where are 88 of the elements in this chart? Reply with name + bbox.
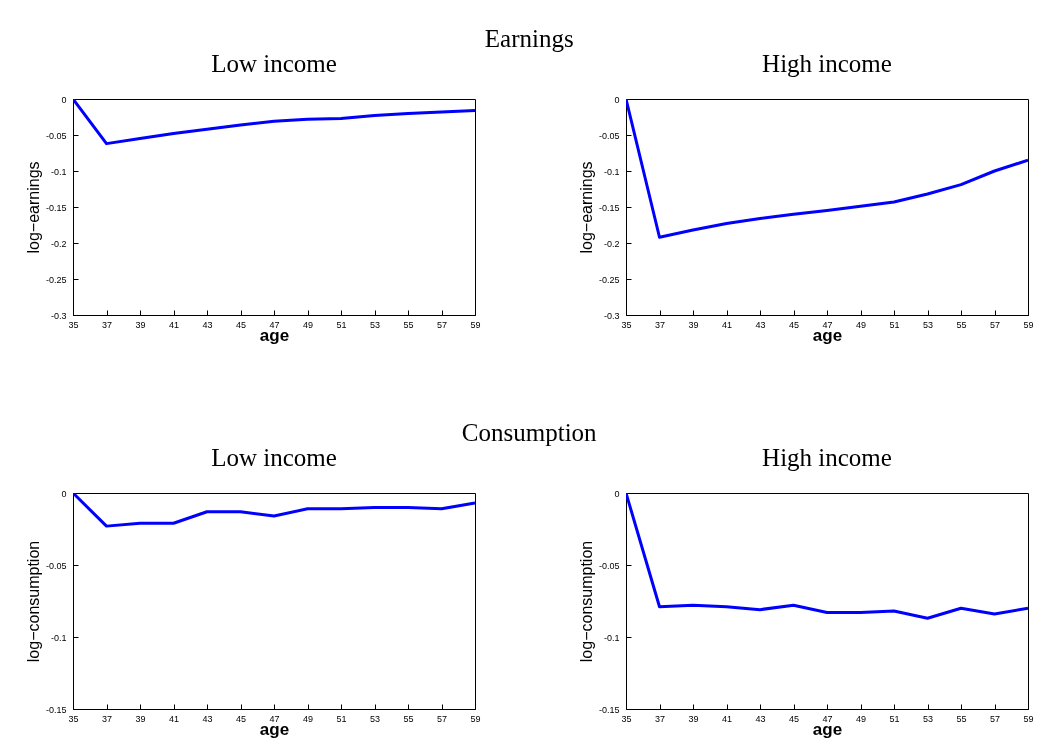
x-tick-label: 41 xyxy=(721,319,733,330)
x-tick-label: 49 xyxy=(302,713,314,724)
x-tick-label: 41 xyxy=(168,319,180,330)
y-tick-label: -0.3 xyxy=(603,310,620,321)
x-tick-label: 47 xyxy=(822,319,833,330)
x-tick-label: 45 xyxy=(235,713,247,724)
x-tick-label: 53 xyxy=(922,713,934,724)
x-tick-label: 45 xyxy=(788,713,800,724)
y-axis-title: log−consumption xyxy=(24,540,42,663)
y-tick-label: -0.25 xyxy=(598,274,620,285)
x-tick-label: 41 xyxy=(721,713,733,724)
x-tick-label: 53 xyxy=(369,319,381,330)
y-tick-label: -0.1 xyxy=(50,166,67,177)
x-tick-label: 39 xyxy=(135,713,146,724)
x-tick-label: 57 xyxy=(436,713,448,724)
x-tick-label: 57 xyxy=(989,319,1001,330)
x-tick-label: 37 xyxy=(101,713,113,724)
x-tick-label: 55 xyxy=(956,319,967,330)
x-tick-label: 35 xyxy=(621,713,632,724)
y-tick-label: -0.15 xyxy=(598,202,620,213)
y-axis-title: log−earnings xyxy=(577,161,595,254)
x-tick-label: 47 xyxy=(269,319,280,330)
x-tick-label: 49 xyxy=(302,319,314,330)
y-tick-label: -0.05 xyxy=(598,560,620,571)
text: Earnings xyxy=(484,24,574,52)
x-tick-label: 39 xyxy=(688,319,699,330)
x-tick-label: 55 xyxy=(403,713,414,724)
x-tick-label: 55 xyxy=(956,713,967,724)
y-tick-label: -0.2 xyxy=(50,238,67,249)
line-series xyxy=(626,99,1028,239)
y-tick-label: -0.1 xyxy=(50,632,67,643)
x-tick-label: 51 xyxy=(889,713,900,724)
x-tick-label: 59 xyxy=(1023,713,1034,724)
x-tick-label: 37 xyxy=(654,713,666,724)
x-tick-label: 45 xyxy=(788,319,800,330)
y-tick-label: 0 xyxy=(614,488,620,499)
y-tick-label: -0.05 xyxy=(598,130,620,141)
y-tick-label: -0.05 xyxy=(45,560,67,571)
y-tick-label: -0.3 xyxy=(50,310,67,321)
y-tick-label: -0.1 xyxy=(603,632,620,643)
y-tick-label: 0 xyxy=(61,94,67,105)
y-tick-label: -0.25 xyxy=(45,274,67,285)
x-tick-label: 59 xyxy=(470,319,481,330)
x-tick-label: 41 xyxy=(168,713,180,724)
x-tick-label: 51 xyxy=(336,713,347,724)
chart-title: Low income xyxy=(211,50,337,77)
chart-title: High income xyxy=(762,50,892,77)
x-tick-label: 43 xyxy=(202,319,213,330)
x-tick-label: 43 xyxy=(755,319,766,330)
y-tick-label: -0.1 xyxy=(603,166,620,177)
y-tick-label: -0.05 xyxy=(45,130,67,141)
x-tick-label: 43 xyxy=(755,713,766,724)
chart-title: Low income xyxy=(211,444,337,471)
x-tick-label: 43 xyxy=(202,713,213,724)
y-tick-label: -0.15 xyxy=(598,704,620,715)
line-series xyxy=(73,493,475,528)
x-tick-label: 59 xyxy=(1023,319,1034,330)
x-tick-label: 57 xyxy=(989,713,1001,724)
line-series xyxy=(626,493,1028,620)
x-tick-label: 35 xyxy=(68,319,79,330)
x-tick-label: 39 xyxy=(135,319,146,330)
chart-title: High income xyxy=(762,444,892,471)
x-tick-label: 51 xyxy=(889,319,900,330)
y-axis-title: log−earnings xyxy=(24,161,42,254)
x-tick-label: 53 xyxy=(922,319,934,330)
y-tick-label: 0 xyxy=(61,488,67,499)
x-tick-label: 59 xyxy=(470,713,481,724)
x-tick-label: 49 xyxy=(855,319,867,330)
x-tick-label: 47 xyxy=(822,713,833,724)
y-tick-label: -0.15 xyxy=(45,202,67,213)
x-tick-label: 35 xyxy=(621,319,632,330)
x-tick-label: 45 xyxy=(235,319,247,330)
x-tick-label: 49 xyxy=(855,713,867,724)
x-tick-label: 57 xyxy=(436,319,448,330)
line-series xyxy=(73,99,475,146)
x-tick-label: 55 xyxy=(403,319,414,330)
y-tick-label: -0.2 xyxy=(603,238,620,249)
x-tick-label: 47 xyxy=(269,713,280,724)
x-tick-label: 35 xyxy=(68,713,79,724)
x-tick-label: 51 xyxy=(336,319,347,330)
x-tick-label: 53 xyxy=(369,713,381,724)
x-tick-label: 37 xyxy=(101,319,113,330)
text: Consumption xyxy=(461,418,598,446)
y-tick-label: 0 xyxy=(614,94,620,105)
y-tick-label: -0.15 xyxy=(45,704,67,715)
x-tick-label: 39 xyxy=(688,713,699,724)
x-tick-label: 37 xyxy=(654,319,666,330)
y-axis-title: log−consumption xyxy=(577,540,595,663)
